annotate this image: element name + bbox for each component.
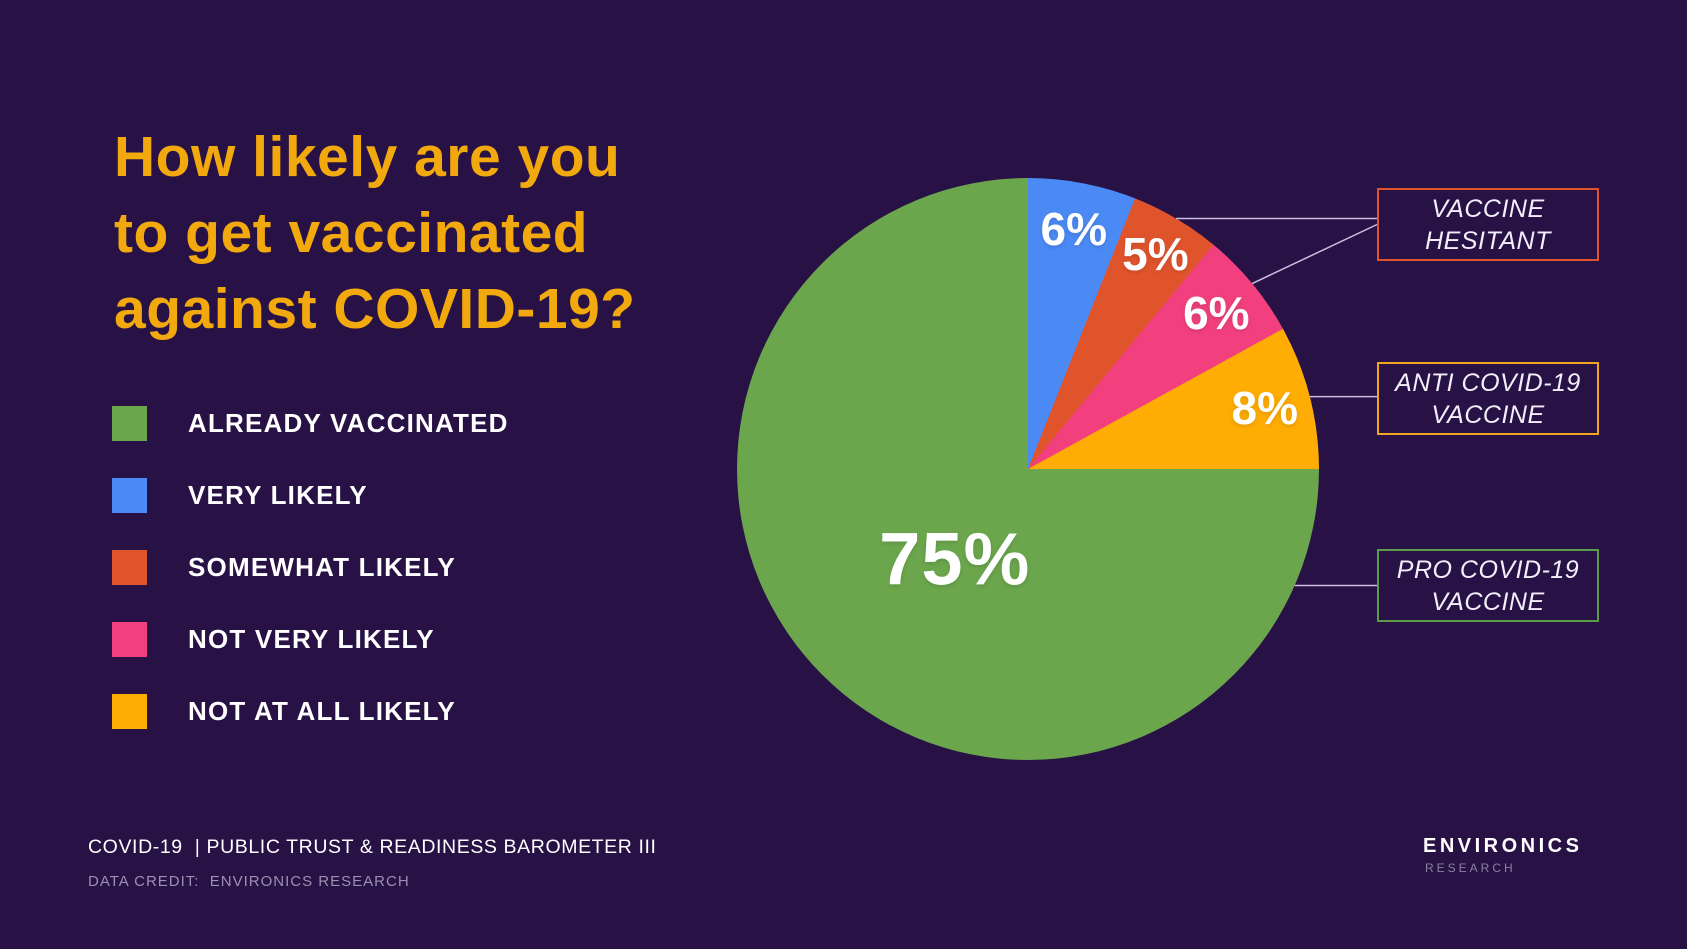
callout-text-line: HESITANT — [1425, 226, 1551, 255]
legend-item-somewhat-likely: SOMEWHAT LIKELY — [112, 550, 509, 585]
legend-swatch-blue — [112, 478, 147, 513]
legend-label: NOT VERY LIKELY — [188, 624, 435, 654]
environics-logo-sub: RESEARCH — [1425, 861, 1516, 875]
legend-label: NOT AT ALL LIKELY — [188, 696, 456, 726]
footer-source-text: COVID-19 | PUBLIC TRUST & READINESS BARO… — [88, 836, 657, 858]
pie-chart: 6% 5% 6% 8% 75% — [737, 178, 1319, 760]
legend-swatch-orange — [112, 550, 147, 585]
chart-title-line-3: against COVID-19? — [114, 276, 636, 341]
callout-pro-covid-vaccine: PRO COVID-19 VACCINE — [1377, 549, 1599, 622]
chart-title-line-2: to get vaccinated — [114, 200, 589, 265]
callout-text-line: VACCINE — [1431, 400, 1545, 429]
pie-slice-label-not-at-all-likely: 8% — [1231, 382, 1298, 435]
footer-data-credit: DATA CREDIT: ENVIRONICS RESEARCH — [88, 873, 410, 890]
legend-item-very-likely: VERY LIKELY — [112, 478, 509, 513]
legend-label: ALREADY VACCINATED — [188, 408, 509, 438]
callout-vaccine-hesitant: VACCINE HESITANT — [1377, 188, 1599, 261]
pie-slice-label-not-very-likely: 6% — [1183, 287, 1250, 340]
environics-logo: ENVIRONICS — [1423, 835, 1583, 857]
pie-slice-label-already-vaccinated: 75% — [879, 517, 1031, 601]
legend-item-not-at-all-likely: NOT AT ALL LIKELY — [112, 694, 509, 729]
legend-swatch-yellow — [112, 694, 147, 729]
callout-text-line: PRO COVID-19 — [1396, 555, 1580, 584]
callout-text-line: VACCINE — [1431, 194, 1545, 223]
legend-item-not-very-likely: NOT VERY LIKELY — [112, 622, 509, 657]
legend: ALREADY VACCINATED VERY LIKELY SOMEWHAT … — [112, 406, 509, 729]
legend-swatch-green — [112, 406, 147, 441]
callout-anti-covid-vaccine: ANTI COVID-19 VACCINE — [1377, 362, 1599, 435]
chart-title-line-1: How likely are you — [114, 125, 621, 189]
chart-title: How likely are you to get vaccinated aga… — [114, 120, 636, 347]
legend-label: VERY LIKELY — [188, 480, 368, 510]
legend-label: SOMEWHAT LIKELY — [188, 552, 456, 582]
callout-text-line: ANTI COVID-19 — [1395, 368, 1581, 397]
legend-item-already-vaccinated: ALREADY VACCINATED — [112, 406, 509, 441]
pie-slice-label-very-likely: 6% — [1040, 202, 1108, 255]
pie-slice-label-somewhat-likely: 5% — [1122, 227, 1189, 280]
legend-swatch-pink — [112, 622, 147, 657]
callout-text-line: VACCINE — [1431, 587, 1545, 616]
